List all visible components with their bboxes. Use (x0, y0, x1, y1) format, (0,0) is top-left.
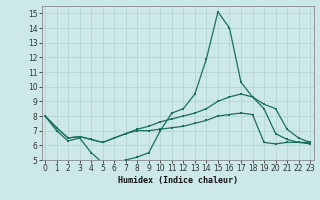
X-axis label: Humidex (Indice chaleur): Humidex (Indice chaleur) (118, 176, 237, 185)
